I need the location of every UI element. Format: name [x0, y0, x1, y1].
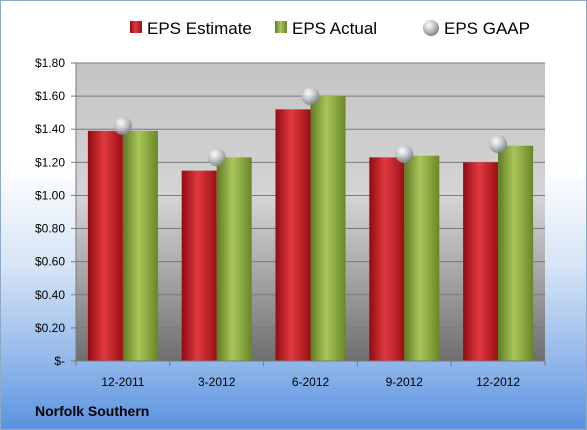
y-tick-label: $1.40 — [35, 122, 65, 136]
bar-eps-actual — [404, 155, 440, 361]
x-axis: 12-2011 3-2012 6-2012 9-2012 12-2012 — [75, 360, 546, 389]
y-tick-label: $1.60 — [35, 89, 65, 103]
gaap-marker — [489, 135, 508, 154]
bar-eps-actual — [122, 130, 158, 361]
y-tick-label: $0.60 — [35, 255, 65, 269]
x-tick-label: 3-2012 — [198, 375, 236, 389]
y-axis: $- $0.20 $0.40 $0.60 $0.80 $1.00 $1.20 $1.40 $1.… — [35, 56, 77, 368]
x-tick-label: 12-2011 — [101, 375, 144, 389]
bar-eps-actual — [498, 145, 534, 361]
legend-label: EPS Actual — [292, 19, 377, 38]
legend-label: EPS GAAP — [444, 19, 530, 38]
bar-eps-estimate — [275, 109, 311, 361]
bar-eps-actual — [310, 96, 346, 361]
bar-eps-estimate — [369, 157, 405, 361]
y-tick-label: $1.00 — [35, 188, 65, 202]
legend-swatch — [130, 21, 142, 33]
bar-eps-estimate — [87, 130, 123, 361]
legend-swatch — [275, 21, 287, 33]
x-tick-label: 9-2012 — [386, 375, 424, 389]
company-name: Norfolk Southern — [35, 403, 150, 419]
bar-eps-actual — [216, 157, 252, 361]
x-tick-label: 6-2012 — [292, 375, 330, 389]
gaap-marker — [301, 87, 320, 106]
legend-label: EPS Estimate — [147, 19, 252, 38]
gaap-marker — [207, 148, 226, 167]
gaap-marker — [395, 145, 414, 164]
gaap-marker — [113, 116, 132, 135]
legend-marker — [423, 20, 439, 36]
bars — [87, 96, 534, 361]
bar-eps-estimate — [463, 162, 499, 361]
x-tick-label: 12-2012 — [476, 375, 520, 389]
y-tick-label: $0.40 — [35, 288, 65, 302]
y-tick-label: $- — [54, 354, 65, 368]
y-tick-label: $0.20 — [35, 321, 65, 335]
y-tick-label: $1.80 — [35, 56, 65, 70]
bar-eps-estimate — [181, 170, 217, 361]
legend: EPS Estimate EPS Actual EPS GAAP — [130, 19, 530, 38]
y-tick-label: $0.80 — [35, 222, 65, 236]
gaap-markers — [113, 87, 508, 167]
y-tick-label: $1.20 — [35, 155, 65, 169]
